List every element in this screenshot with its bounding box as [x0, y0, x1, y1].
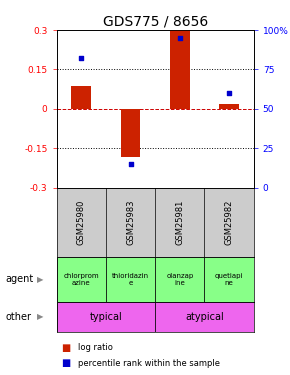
Bar [170, 29, 190, 109]
Text: olanzap
ine: olanzap ine [166, 273, 193, 286]
Text: GSM25983: GSM25983 [126, 200, 135, 245]
Text: GSM25981: GSM25981 [175, 200, 184, 245]
Text: quetiapi
ne: quetiapi ne [215, 273, 243, 286]
Point [128, 161, 133, 167]
Text: typical: typical [90, 312, 122, 322]
Point [79, 56, 84, 62]
Bar [57, 257, 106, 302]
Title: GDS775 / 8656: GDS775 / 8656 [103, 15, 208, 29]
Bar [57, 302, 155, 332]
Bar [121, 109, 140, 158]
Text: atypical: atypical [185, 312, 224, 322]
Bar [219, 104, 239, 109]
Text: percentile rank within the sample: percentile rank within the sample [78, 358, 220, 368]
Bar [155, 302, 254, 332]
Text: ■: ■ [61, 343, 70, 353]
Bar [71, 87, 91, 109]
Text: ▶: ▶ [37, 312, 44, 321]
Point [227, 90, 231, 96]
Text: ■: ■ [61, 358, 70, 368]
Text: log ratio: log ratio [78, 344, 113, 352]
Text: GSM25982: GSM25982 [224, 200, 234, 245]
Bar [204, 257, 254, 302]
Text: GSM25980: GSM25980 [77, 200, 86, 245]
Text: other: other [6, 312, 32, 322]
Text: thioridazin
e: thioridazin e [112, 273, 149, 286]
Text: chlorprom
azine: chlorprom azine [64, 273, 99, 286]
Bar [106, 257, 155, 302]
Bar [155, 257, 204, 302]
Point [177, 35, 182, 41]
Text: agent: agent [6, 274, 34, 284]
Text: ▶: ▶ [37, 275, 44, 284]
